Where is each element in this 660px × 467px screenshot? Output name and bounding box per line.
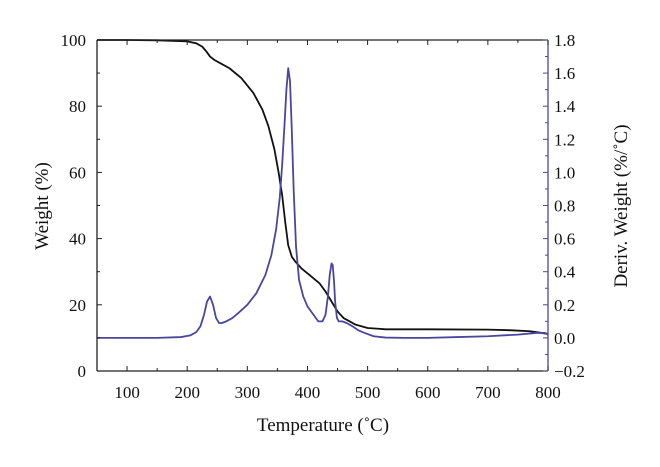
x-tick-label: 700: [475, 383, 501, 402]
right-y-tick-label: 1.4: [554, 97, 576, 116]
left-y-tick-label: 60: [69, 163, 86, 182]
x-tick-label: 800: [535, 383, 561, 402]
right-y-tick-label: 1.8: [554, 31, 575, 50]
right-y-tick-label: 1.2: [554, 130, 575, 149]
left-y-tick-label: 40: [69, 230, 86, 249]
right-y-tick-label: 1.0: [554, 163, 575, 182]
right-y-tick-label: 0.2: [554, 296, 575, 315]
x-axis-title: Temperature (˚C): [257, 415, 389, 436]
left-y-tick-label: 0: [78, 362, 87, 381]
right-y-tick-label: 0.0: [554, 329, 575, 348]
deriv-weight-line: [97, 67, 549, 339]
right-y-tick-label: 1.6: [554, 64, 575, 83]
ticks-layer: 100 200 300 400 500 600 700 800 0 20 40 60 80 100 −0.2…: [61, 31, 585, 402]
left-y-tick-label: 100: [61, 31, 87, 50]
x-tick-label: 400: [295, 383, 321, 402]
x-tick-label: 600: [415, 383, 441, 402]
weight-line: [97, 39, 549, 335]
right-y-axis-title: Deriv. Weight (%/˚C): [611, 124, 632, 287]
left-y-tick-label: 20: [69, 296, 86, 315]
left-y-axis-title: Weight (%): [32, 162, 53, 250]
x-tick-label: 500: [355, 383, 381, 402]
x-tick-label: 200: [174, 383, 200, 402]
x-tick-label: 300: [235, 383, 261, 402]
right-y-tick-label: −0.2: [554, 362, 585, 381]
right-y-tick-label: 0.4: [554, 263, 576, 282]
series-layer: [97, 39, 549, 339]
left-y-tick-label: 80: [69, 97, 86, 116]
right-y-tick-label: 0.6: [554, 230, 575, 249]
right-y-tick-label: 0.8: [554, 197, 575, 216]
x-tick-label: 100: [114, 383, 140, 402]
